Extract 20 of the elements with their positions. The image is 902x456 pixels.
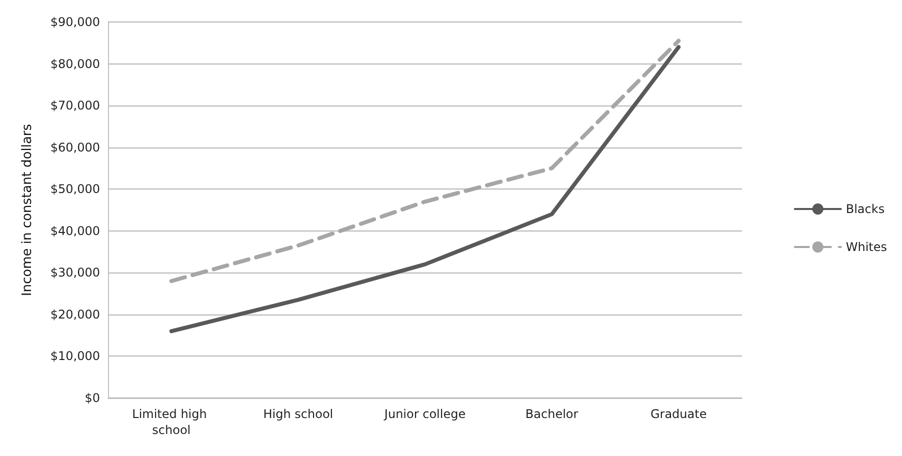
x-tick-label: Graduate	[650, 407, 707, 421]
x-tick-label: High school	[263, 407, 334, 421]
line-series	[169, 38, 681, 284]
x-tick-label: Bachelor	[525, 407, 578, 421]
y-tick-label: $10,000	[50, 349, 100, 364]
y-tick-label: $0	[84, 391, 100, 405]
line-series	[169, 45, 681, 334]
y-tick-label: $90,000	[50, 15, 100, 29]
y-tick-label: $20,000	[50, 307, 100, 322]
x-tick-label: Limited high school	[132, 407, 211, 437]
y-tick-label: $40,000	[50, 224, 100, 238]
legend-label: Whites	[846, 240, 888, 254]
x-tick-label: Junior college	[383, 407, 466, 421]
y-tick-label: $70,000	[50, 98, 100, 113]
y-tick-label: $80,000	[50, 56, 100, 71]
y-tick-label: $30,000	[50, 266, 100, 280]
y-tick-label: $50,000	[50, 182, 100, 196]
y-axis-title: Income in constant dollars	[20, 124, 35, 296]
y-tick-label: $60,000	[50, 140, 100, 154]
legend-label: Blacks	[846, 202, 885, 216]
